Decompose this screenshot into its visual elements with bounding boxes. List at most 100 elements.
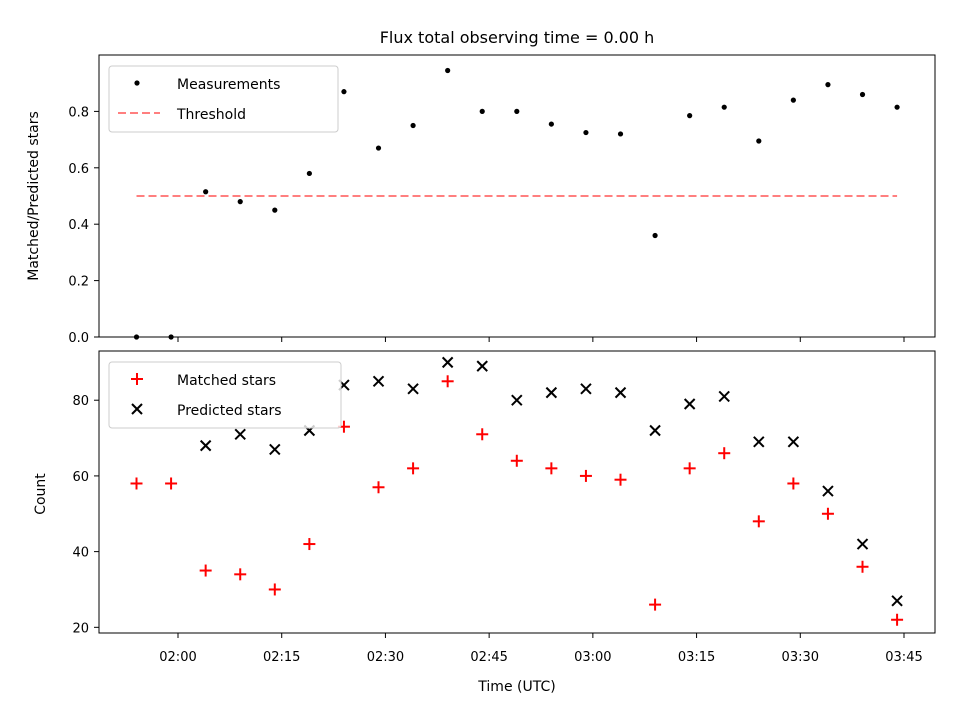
predicted-stars-point	[476, 360, 488, 372]
legend-label-threshold: Threshold	[176, 107, 246, 123]
matched-stars-point	[752, 515, 765, 528]
top-y-tick-label: 0.2	[68, 275, 89, 290]
x-tick-label: 02:15	[263, 650, 300, 665]
matched-stars-point	[441, 375, 454, 388]
measurement-point	[479, 108, 485, 114]
predicted-stars-point	[683, 398, 696, 410]
predicted-stars-point	[614, 386, 627, 399]
measurement-point	[306, 170, 312, 177]
matched-stars-point	[856, 560, 869, 573]
x-tick-label: 03:45	[885, 650, 922, 665]
matched-stars-point	[165, 477, 178, 490]
top-y-tick-label: 0.6	[68, 162, 89, 177]
x-tick-label: 02:45	[470, 650, 507, 665]
predicted-stars-point	[441, 356, 454, 369]
measurement-point	[133, 334, 140, 340]
predicted-stars-point	[199, 439, 212, 452]
measurement-point	[687, 113, 693, 119]
measurement-point	[617, 131, 624, 137]
top-marks	[133, 67, 900, 340]
matched-stars-point	[821, 507, 834, 520]
measurement-point	[859, 91, 866, 98]
top-y-tick-label: 0.8	[68, 105, 89, 120]
matched-stars-point	[268, 583, 281, 596]
matched-stars-point	[303, 538, 316, 551]
top-y-ticks: 0.0 0.2 0.4 0.6 0.8	[68, 105, 99, 346]
predicted-stars-point	[407, 383, 419, 395]
bottom-y-tick-label: 40	[72, 546, 89, 561]
top-panel: 0.00.20.40.60.8 Matched/Predicted stars …	[26, 54, 936, 346]
top-legend-frame	[108, 65, 339, 133]
legend-marker-predicted	[131, 403, 143, 415]
predicted-stars-point	[753, 436, 765, 448]
matched-stars-point	[787, 477, 800, 490]
legend-marker-measurements	[134, 80, 140, 86]
predicted-stars-point	[718, 390, 730, 403]
x-tick-label: 02:00	[159, 650, 196, 665]
predicted-stars-point	[891, 595, 903, 607]
legend-marker-matched	[131, 373, 143, 385]
x-tick-label: 03:15	[678, 650, 715, 665]
matched-stars-point	[614, 473, 627, 486]
matched-stars-point	[234, 568, 247, 581]
matched-stars-point	[130, 477, 143, 490]
measurement-point	[203, 189, 209, 195]
x-axis-label: Time (UTC)	[477, 679, 555, 695]
predicted-stars-point	[822, 485, 834, 497]
bottom-y-tick-label: 60	[72, 470, 89, 485]
measurement-point	[272, 207, 278, 213]
legend-label-measurements: Measurements	[177, 77, 280, 93]
matched-stars-point	[510, 454, 523, 467]
bottom-marks	[130, 356, 904, 626]
matched-stars-point	[199, 564, 212, 577]
bottom-legend-frame	[108, 361, 342, 429]
legend-label-matched: Matched stars	[177, 373, 276, 389]
top-legend: Measurements Threshold	[108, 65, 339, 133]
measurement-point	[825, 82, 831, 88]
x-tick-label: 03:30	[782, 650, 819, 665]
predicted-stars-point	[580, 383, 592, 395]
predicted-stars-point	[511, 394, 523, 406]
measurement-point	[168, 334, 174, 340]
measurement-point	[445, 67, 451, 74]
measurement-point	[514, 108, 520, 114]
matched-stars-point	[683, 462, 696, 475]
predicted-stars-point	[545, 386, 558, 399]
top-y-tick-label: 0.0	[68, 331, 89, 346]
bottom-legend: Matched stars Predicted stars	[108, 361, 342, 429]
measurement-point	[583, 129, 589, 136]
legend-label-predicted: Predicted stars	[177, 403, 282, 419]
measurement-point	[548, 121, 554, 127]
matched-stars-point	[579, 469, 592, 482]
matched-stars-point	[649, 598, 662, 611]
predicted-stars-point	[649, 424, 661, 437]
measurement-point	[721, 104, 727, 110]
predicted-stars-point	[234, 428, 246, 440]
bottom-y-axis-label: Count	[33, 473, 49, 515]
predicted-stars-point	[372, 375, 385, 387]
measurement-point	[652, 232, 658, 239]
matched-stars-point	[372, 481, 385, 494]
measurement-point	[410, 122, 416, 129]
predicted-stars-point	[787, 436, 800, 448]
top-x-ticks	[177, 337, 905, 342]
matched-stars-point	[545, 462, 558, 475]
matched-stars-point	[407, 462, 420, 475]
matched-stars-point	[891, 613, 904, 626]
matched-stars-point	[476, 428, 489, 441]
bottom-y-ticks: 20 40 60 80	[72, 394, 99, 636]
measurement-point	[790, 97, 796, 103]
measurement-point	[237, 199, 243, 205]
measurement-point	[894, 104, 900, 110]
matched-stars-point	[718, 447, 731, 460]
measurement-point	[375, 145, 382, 151]
chart-title: Flux total observing time = 0.00 h	[380, 28, 655, 47]
bottom-y-tick-label: 80	[72, 394, 89, 409]
x-tick-label: 03:00	[574, 650, 611, 665]
top-y-axis-label: Matched/Predicted stars	[26, 111, 42, 281]
predicted-stars-point	[856, 538, 869, 550]
predicted-stars-point	[269, 443, 281, 456]
measurement-point	[341, 89, 347, 95]
